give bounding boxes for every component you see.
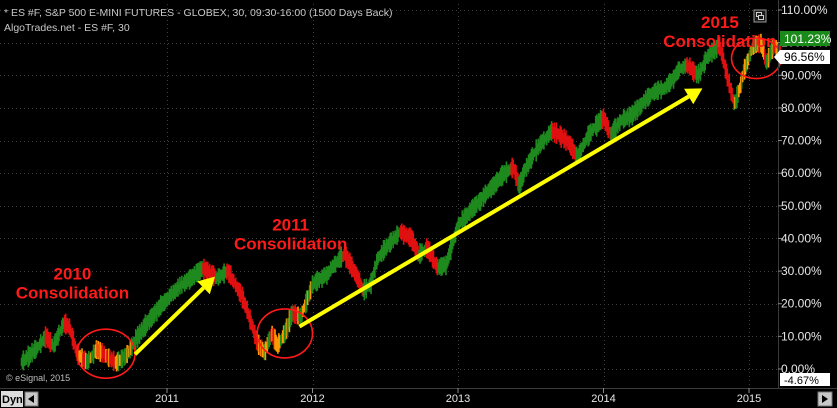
time-tick-label: 2011 <box>155 393 179 405</box>
time-tick-label: 2015 <box>737 393 761 405</box>
trend-arrow <box>298 88 703 329</box>
time-tick-label: 2012 <box>300 393 324 405</box>
price-tick-label: 90.00% <box>781 68 822 82</box>
annotation-label: Consolidation <box>16 283 129 302</box>
consolidation-ellipse <box>256 308 314 359</box>
scroll-left-button[interactable] <box>24 391 39 407</box>
scroll-right-button[interactable] <box>817 391 833 407</box>
price-series <box>20 33 781 372</box>
trend-arrow <box>133 276 216 356</box>
price-tick-label: 0.00% <box>781 362 815 376</box>
annotation-label: Consolidation <box>663 32 776 51</box>
price-box-low-label: -4.67% <box>784 375 819 387</box>
price-box-high-label: 101.23% <box>784 32 832 46</box>
price-tick-label: 80.00% <box>781 101 822 115</box>
price-tick-label: 10.00% <box>781 329 822 343</box>
dyn-button-label: Dyn <box>2 394 23 406</box>
price-tick-label: 70.00% <box>781 134 822 148</box>
price-tick-label: 20.00% <box>781 297 822 311</box>
price-tick-label: 60.00% <box>781 166 822 180</box>
time-axis: 2011 2012 2013 2014 2015 <box>155 388 761 405</box>
chart-title: * ES #F, S&P 500 E-MINI FUTURES - GLOBEX… <box>4 7 392 19</box>
price-tick-label: 50.00% <box>781 199 822 213</box>
dyn-button[interactable]: Dyn <box>1 391 23 407</box>
price-tick-label: 30.00% <box>781 264 822 278</box>
trend-arrow-head <box>684 88 703 105</box>
annotations: 2010Consolidation2011Consolidation2015Co… <box>16 13 777 302</box>
trend-arrow-shaft <box>298 94 690 329</box>
time-axis-bar <box>0 388 837 408</box>
price-box-low: -4.67% <box>780 373 830 387</box>
window-restore-icon[interactable] <box>753 9 767 23</box>
arrow-right-icon <box>822 395 828 403</box>
price-box-high: 101.23% <box>780 31 832 46</box>
arrow-left-icon <box>28 395 34 403</box>
annotation-label: Consolidation <box>234 234 347 253</box>
annotation-year: 2010 <box>54 264 92 283</box>
annotation-year: 2011 <box>272 215 309 234</box>
time-tick-label: 2014 <box>591 393 615 405</box>
annotation-year: 2015 <box>701 13 739 32</box>
price-box-current-label: 96.56% <box>784 50 825 64</box>
price-tick-label: 40.00% <box>781 231 822 245</box>
trend-arrows <box>133 88 703 356</box>
trend-arrow-head <box>197 276 216 295</box>
price-tick-label: 110.00% <box>781 3 828 17</box>
trend-arrow-shaft <box>133 286 205 356</box>
price-box-current: 96.56% <box>774 50 830 64</box>
time-tick-label: 2013 <box>446 393 470 405</box>
chart-subtitle: AlgoTrades.net - ES #F, 30 <box>4 22 130 34</box>
esignal-watermark: © eSignal, 2015 <box>6 373 70 383</box>
